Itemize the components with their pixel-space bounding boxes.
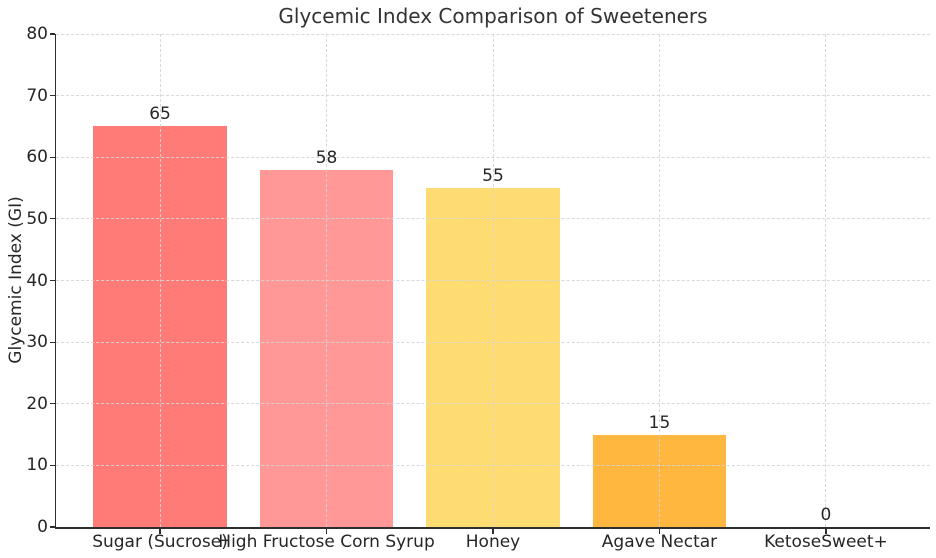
y-tick-label: 10 [26, 455, 48, 476]
bar-value-label: 55 [482, 166, 504, 187]
y-tick-label: 50 [26, 208, 48, 229]
y-tick-mark [49, 218, 55, 220]
x-tick-mark [825, 528, 827, 534]
x-tick-mark [658, 528, 661, 534]
v-gridline-3 [658, 34, 660, 527]
bar-value-label: 0 [820, 505, 832, 525]
y-tick-mark [49, 156, 55, 158]
y-tick-mark [49, 33, 55, 35]
x-tick-label: Honey [465, 532, 521, 552]
x-tick-label: Agave Nectar [601, 532, 718, 552]
bar-value-label: 58 [315, 147, 338, 168]
y-tick-mark [49, 279, 55, 282]
y-tick-mark [49, 341, 55, 343]
x-axis-spine [54, 527, 930, 529]
v-gridline-4 [825, 34, 827, 527]
y-tick-mark [49, 95, 55, 97]
y-tick-label: 70 [26, 85, 48, 106]
v-gridline-2 [492, 34, 494, 527]
y-tick-mark [49, 403, 55, 405]
y-axis-spine [54, 34, 56, 527]
y-tick-label: 40 [26, 270, 48, 291]
v-gridline-0 [159, 34, 161, 527]
y-tick-label: 30 [26, 332, 48, 353]
x-tick-label: High Fructose Corn Syrup [218, 532, 435, 552]
y-tick-mark [49, 464, 55, 466]
chart-title: Glycemic Index Comparison of Sweeteners [278, 4, 708, 28]
v-gridline-1 [326, 34, 328, 527]
y-tick-label: 60 [26, 147, 48, 168]
y-tick-label: 80 [26, 24, 48, 44]
x-tick-label: KetoseSweet+ [764, 532, 888, 552]
x-tick-mark [492, 528, 494, 534]
x-tick-mark [325, 528, 328, 534]
y-tick-mark [49, 526, 55, 528]
y-tick-label: 20 [26, 393, 48, 414]
y-tick-label: 0 [37, 517, 48, 537]
bar-value-label: 65 [149, 104, 171, 125]
bar-value-label: 15 [648, 412, 671, 433]
x-tick-mark [159, 528, 161, 534]
x-tick-label: Sugar (Sucrose) [92, 532, 228, 552]
